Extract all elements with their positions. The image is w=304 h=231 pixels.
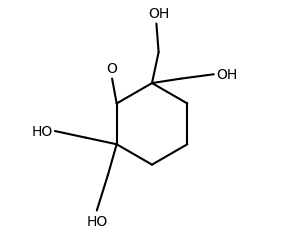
Text: HO: HO xyxy=(86,214,107,228)
Text: O: O xyxy=(107,61,118,75)
Text: OH: OH xyxy=(216,68,237,82)
Text: HO: HO xyxy=(32,125,53,138)
Text: OH: OH xyxy=(148,7,169,21)
